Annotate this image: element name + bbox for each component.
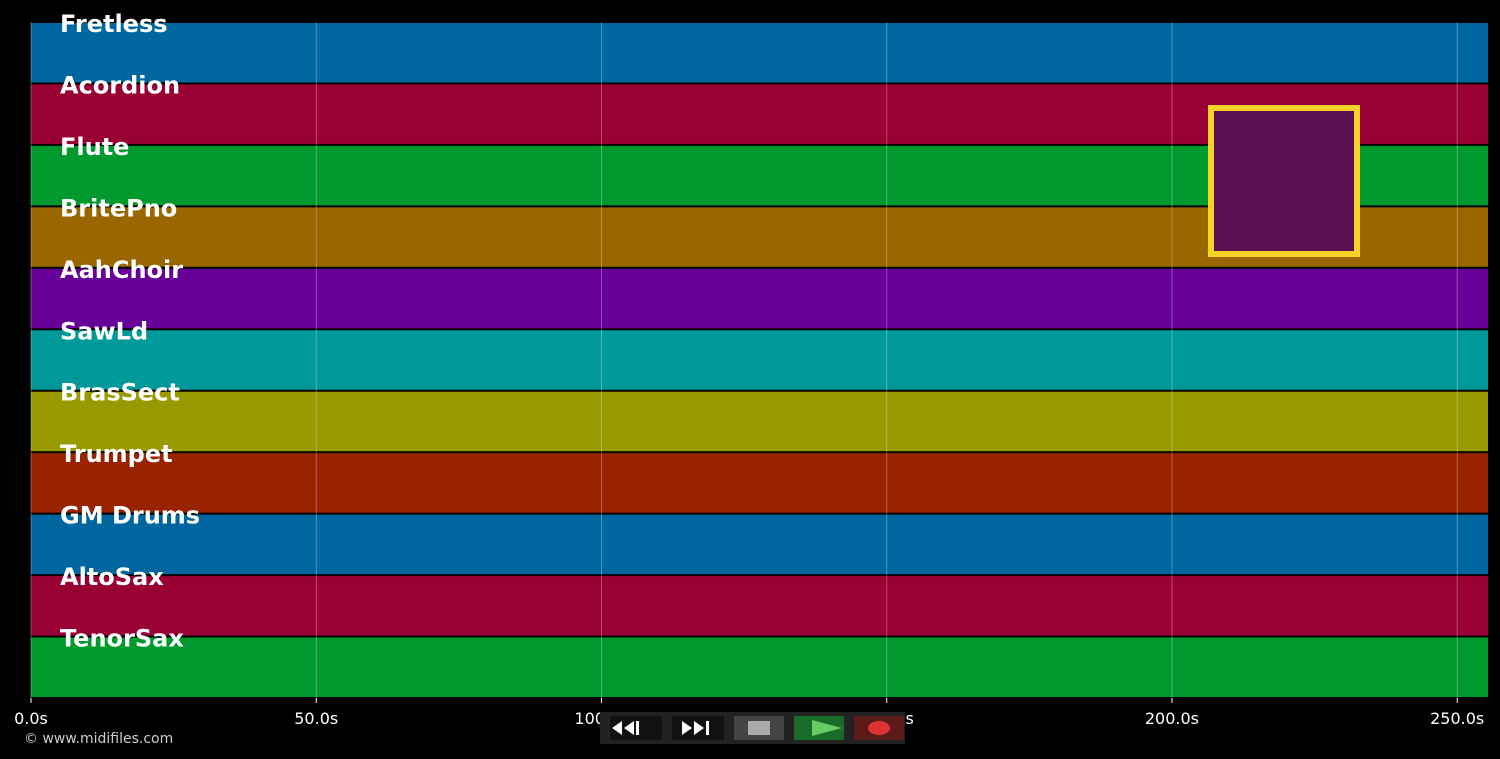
track-lane xyxy=(31,453,1488,513)
play-button[interactable] xyxy=(794,716,844,740)
x-tick-label: 0.0s xyxy=(14,709,48,728)
stop-button[interactable] xyxy=(734,716,784,740)
forward-button[interactable] xyxy=(672,716,724,740)
record-button[interactable] xyxy=(854,716,904,740)
qr-fill xyxy=(1214,111,1354,251)
track-name: SawLd xyxy=(60,317,148,345)
track-name: TenorSax xyxy=(60,625,184,653)
track-name: AahChoir xyxy=(60,256,183,284)
track-lane xyxy=(31,637,1488,697)
track-name: Trumpet xyxy=(60,440,173,468)
track-lane xyxy=(31,514,1488,575)
track-name: BritePno xyxy=(60,194,177,222)
track-name: Flute xyxy=(60,133,129,161)
track-name: BrasSect xyxy=(60,379,180,407)
playback-controls xyxy=(600,712,905,744)
x-tick-label: 50.0s xyxy=(294,709,338,728)
rewind-button[interactable] xyxy=(610,716,662,740)
track-lane xyxy=(31,391,1488,452)
track-lane xyxy=(31,576,1488,636)
track-name: Fretless xyxy=(60,10,168,38)
track-lane xyxy=(31,268,1488,329)
track-name: AltoSax xyxy=(60,563,164,591)
track-name: GM Drums xyxy=(60,502,200,530)
track-lane xyxy=(31,330,1488,390)
x-tick-label: 250.0s xyxy=(1430,709,1484,728)
x-tick-label: 200.0s xyxy=(1145,709,1199,728)
lane-names: Fretless Acordion Flute BritePno AahChoir Saw… xyxy=(60,10,200,653)
copyright: © www.midifiles.com xyxy=(24,731,173,747)
grid xyxy=(30,22,1458,703)
track-name: Acordion xyxy=(60,71,180,99)
track-lane xyxy=(31,23,1488,83)
qr-code xyxy=(1208,105,1360,257)
